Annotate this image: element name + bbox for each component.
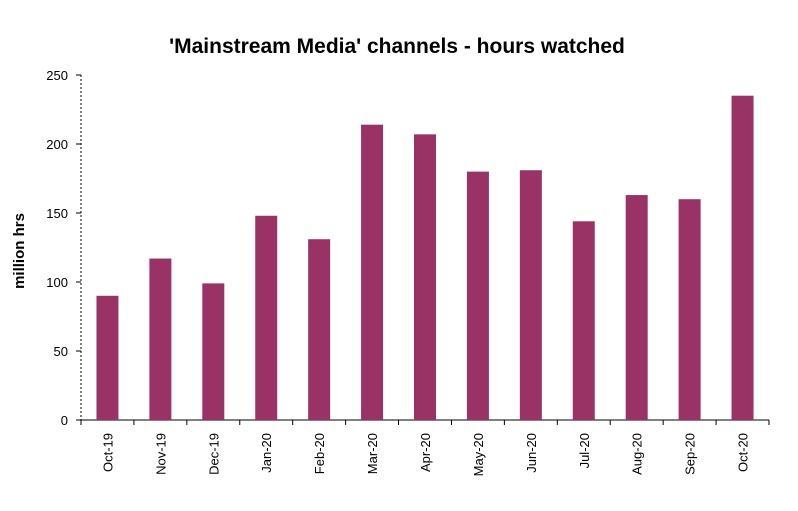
chart-title: 'Mainstream Media' channels - hours watc…	[169, 35, 625, 58]
x-tick-label: Apr-20	[418, 433, 433, 472]
x-tick-label: Dec-19	[206, 433, 221, 475]
y-tick-label: 0	[61, 413, 68, 428]
y-tick-label: 150	[46, 206, 68, 221]
bar-jan-20	[255, 215, 278, 420]
y-tick-label: 250	[46, 68, 68, 83]
x-tick-label: Jul-20	[577, 433, 592, 468]
x-tick-label: Nov-19	[153, 433, 168, 475]
y-tick-label: 200	[46, 137, 68, 152]
y-axis-label: million hrs	[11, 213, 28, 289]
bar-apr-20	[414, 134, 436, 420]
y-tick-label: 50	[54, 344, 68, 359]
bar-feb-20	[308, 239, 331, 420]
bar-jul-20	[572, 221, 595, 420]
x-tick-label: Oct-20	[736, 433, 751, 472]
bar-dec-19	[202, 283, 225, 420]
bar-aug-20	[625, 195, 648, 420]
bar-may-20	[466, 171, 489, 420]
bar-oct-19	[96, 295, 119, 420]
x-tick-label: Aug-20	[630, 433, 645, 475]
bar-nov-19	[149, 258, 172, 420]
x-tick-label: Jun-20	[524, 433, 539, 473]
bar-mar-20	[361, 124, 384, 421]
x-tick-label: May-20	[471, 433, 486, 476]
x-tick-label: Feb-20	[312, 433, 327, 474]
x-tick-label: Sep-20	[683, 433, 698, 475]
x-tick-label: Jan-20	[259, 433, 274, 473]
x-tick-label: Oct-19	[100, 433, 115, 472]
bar-oct-20	[731, 95, 754, 420]
y-tick-label: 100	[46, 275, 68, 290]
plot-area: 0 50 100 150 200 250 Oct-19 Nov-19 Dec-19 Jan-20 F…	[46, 68, 770, 476]
bar-sep-20	[678, 199, 701, 420]
bar-jun-20	[519, 170, 542, 420]
x-tick-label: Mar-20	[365, 433, 380, 474]
